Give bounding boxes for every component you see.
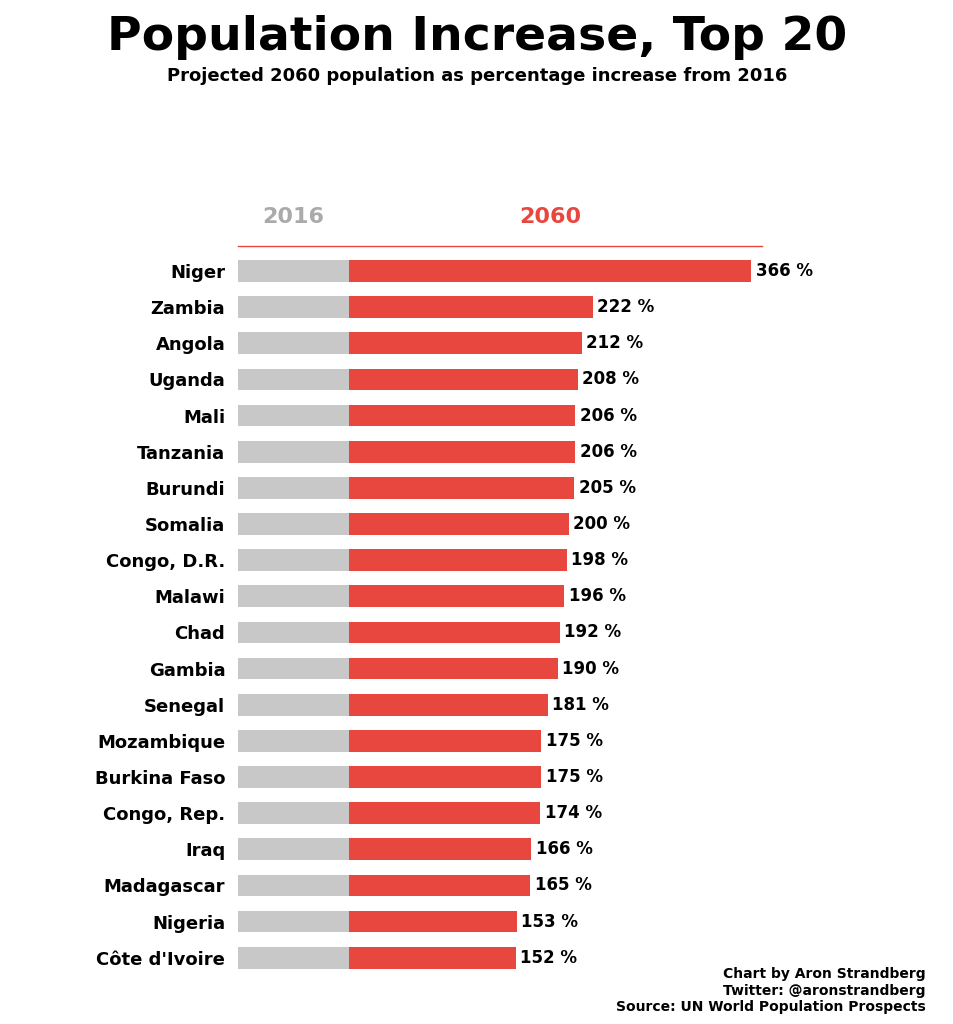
Bar	[348, 477, 574, 499]
Bar	[348, 622, 559, 643]
Bar	[348, 369, 577, 390]
Bar	[348, 730, 540, 752]
Bar	[238, 441, 348, 463]
Text: Population Increase, Top 20: Population Increase, Top 20	[107, 15, 846, 60]
Bar	[348, 947, 516, 969]
Bar	[238, 947, 348, 969]
Bar	[238, 839, 348, 860]
Bar	[238, 874, 348, 896]
Bar	[238, 730, 348, 752]
Text: 200 %: 200 %	[573, 515, 630, 534]
Bar	[238, 296, 348, 318]
Bar	[348, 404, 575, 426]
Bar	[238, 513, 348, 535]
Bar	[348, 874, 530, 896]
Text: 196 %: 196 %	[568, 588, 625, 605]
Text: 206 %: 206 %	[579, 442, 636, 461]
Text: Projected 2060 population as percentage increase from 2016: Projected 2060 population as percentage …	[167, 67, 786, 85]
Bar	[348, 839, 531, 860]
Text: 174 %: 174 %	[544, 804, 601, 822]
Text: 181 %: 181 %	[552, 695, 608, 714]
Bar	[238, 657, 348, 680]
Text: 153 %: 153 %	[521, 912, 578, 931]
Bar	[238, 694, 348, 716]
Bar	[348, 333, 581, 354]
Text: 165 %: 165 %	[534, 877, 591, 894]
Text: 175 %: 175 %	[545, 732, 602, 750]
Text: 198 %: 198 %	[570, 551, 627, 569]
Bar	[348, 586, 564, 607]
Bar	[238, 333, 348, 354]
Text: 192 %: 192 %	[564, 624, 620, 641]
Text: 222 %: 222 %	[597, 298, 654, 316]
Text: 190 %: 190 %	[561, 659, 618, 678]
Bar	[348, 260, 751, 282]
Text: 366 %: 366 %	[755, 262, 812, 280]
Text: 175 %: 175 %	[545, 768, 602, 786]
Bar	[238, 260, 348, 282]
Bar	[238, 622, 348, 643]
Bar	[348, 549, 566, 571]
Bar	[238, 369, 348, 390]
Text: 206 %: 206 %	[579, 407, 636, 425]
Text: 208 %: 208 %	[581, 371, 639, 388]
Text: 212 %: 212 %	[586, 335, 642, 352]
Bar	[238, 549, 348, 571]
Text: 2016: 2016	[262, 207, 324, 227]
Bar	[348, 441, 575, 463]
Bar	[238, 404, 348, 426]
Bar	[238, 477, 348, 499]
Bar	[348, 657, 558, 680]
Text: 205 %: 205 %	[578, 479, 635, 497]
Bar	[348, 766, 540, 787]
Bar	[238, 586, 348, 607]
Text: 2060: 2060	[518, 207, 580, 227]
Text: 166 %: 166 %	[536, 841, 592, 858]
Bar	[348, 910, 517, 933]
Text: Chart by Aron Strandberg
Twitter: @aronstrandberg
Source: UN World Population Pr: Chart by Aron Strandberg Twitter: @arons…	[615, 968, 924, 1014]
Bar	[348, 296, 593, 318]
Bar	[348, 694, 547, 716]
Bar	[348, 513, 568, 535]
Text: 152 %: 152 %	[519, 949, 577, 967]
Bar	[348, 803, 539, 824]
Bar	[238, 803, 348, 824]
Bar	[238, 766, 348, 787]
Bar	[238, 910, 348, 933]
